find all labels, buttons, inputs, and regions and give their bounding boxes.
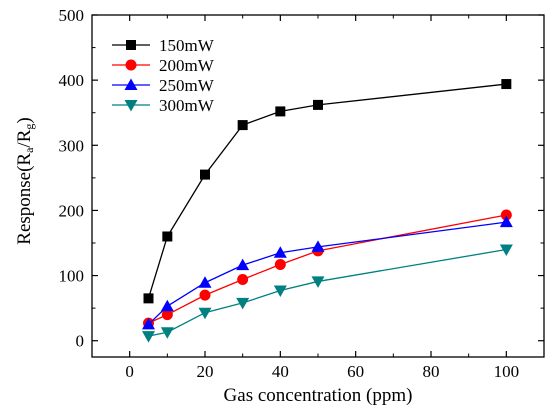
data-point [501,79,512,90]
data-point [143,293,154,304]
data-point [160,327,174,339]
y-axis-title-sub-a: a [22,147,36,153]
legend-label: 150mW [159,36,215,55]
data-point [198,276,212,288]
data-point [199,289,211,301]
data-point [237,273,249,285]
series-layer [142,79,513,343]
data-point [162,231,173,242]
data-point [236,297,250,310]
legend-item: 150mW [112,36,215,55]
data-point [273,285,287,298]
data-point [499,244,513,257]
y-tick-label: 100 [59,267,85,286]
data-point [311,276,325,288]
y-tick-labels: 0 100 200 300 400 500 [59,6,85,351]
x-tick-label: 0 [125,362,134,381]
y-axis-title-end: ) [14,117,35,123]
legend-marker [124,100,138,112]
y-tick-label: 400 [59,71,85,90]
y-axis-title-mid: /R [14,129,35,147]
y-axis-title: Response(Ra/Rg) [14,117,36,244]
series-250mW [142,215,513,330]
data-point [161,309,173,321]
x-axis-title: Gas concentration (ppm) [224,385,413,406]
y-tick-label: 300 [59,136,85,155]
series-150mW [143,79,512,304]
data-point [499,215,513,228]
legend-label: 300mW [159,96,215,115]
y-tick-label: 200 [59,201,85,220]
data-point [142,317,155,330]
legend-item: 200mW [112,56,215,75]
series-line [148,214,507,324]
y-axis-title-sub-g: g [22,124,36,130]
y-tick-label: 500 [59,6,85,25]
x-tick-label: 40 [272,362,289,381]
data-point [198,307,212,320]
data-point [200,169,210,180]
series-300mW [142,244,513,343]
x-tick-label: 20 [197,362,214,381]
x-tick-label: 100 [494,362,520,381]
data-point [311,240,325,252]
series-200mW [143,209,512,329]
series-line [147,83,507,299]
x-tick-label: 80 [423,362,440,381]
y-tick-label: 0 [76,332,85,351]
data-point [160,299,174,312]
data-point [142,331,155,343]
legend-label: 200mW [159,56,215,75]
legend-label: 250mW [159,76,215,95]
legend-item: 300mW [112,96,215,115]
legend-marker [125,59,137,71]
y-axis-title-base: Response(R [14,153,35,245]
data-point [274,258,286,270]
data-point [273,246,287,258]
data-point [237,120,248,131]
data-point [236,258,250,271]
legend-marker [124,78,138,90]
legend-item: 250mW [112,76,215,95]
legend-marker [126,40,136,50]
axis-ticks [92,14,544,357]
x-tick-labels: 0 20 40 60 80 100 [125,362,519,381]
x-tick-label: 60 [347,362,364,381]
data-point [313,99,323,110]
data-point [500,209,512,221]
data-point [275,106,286,117]
